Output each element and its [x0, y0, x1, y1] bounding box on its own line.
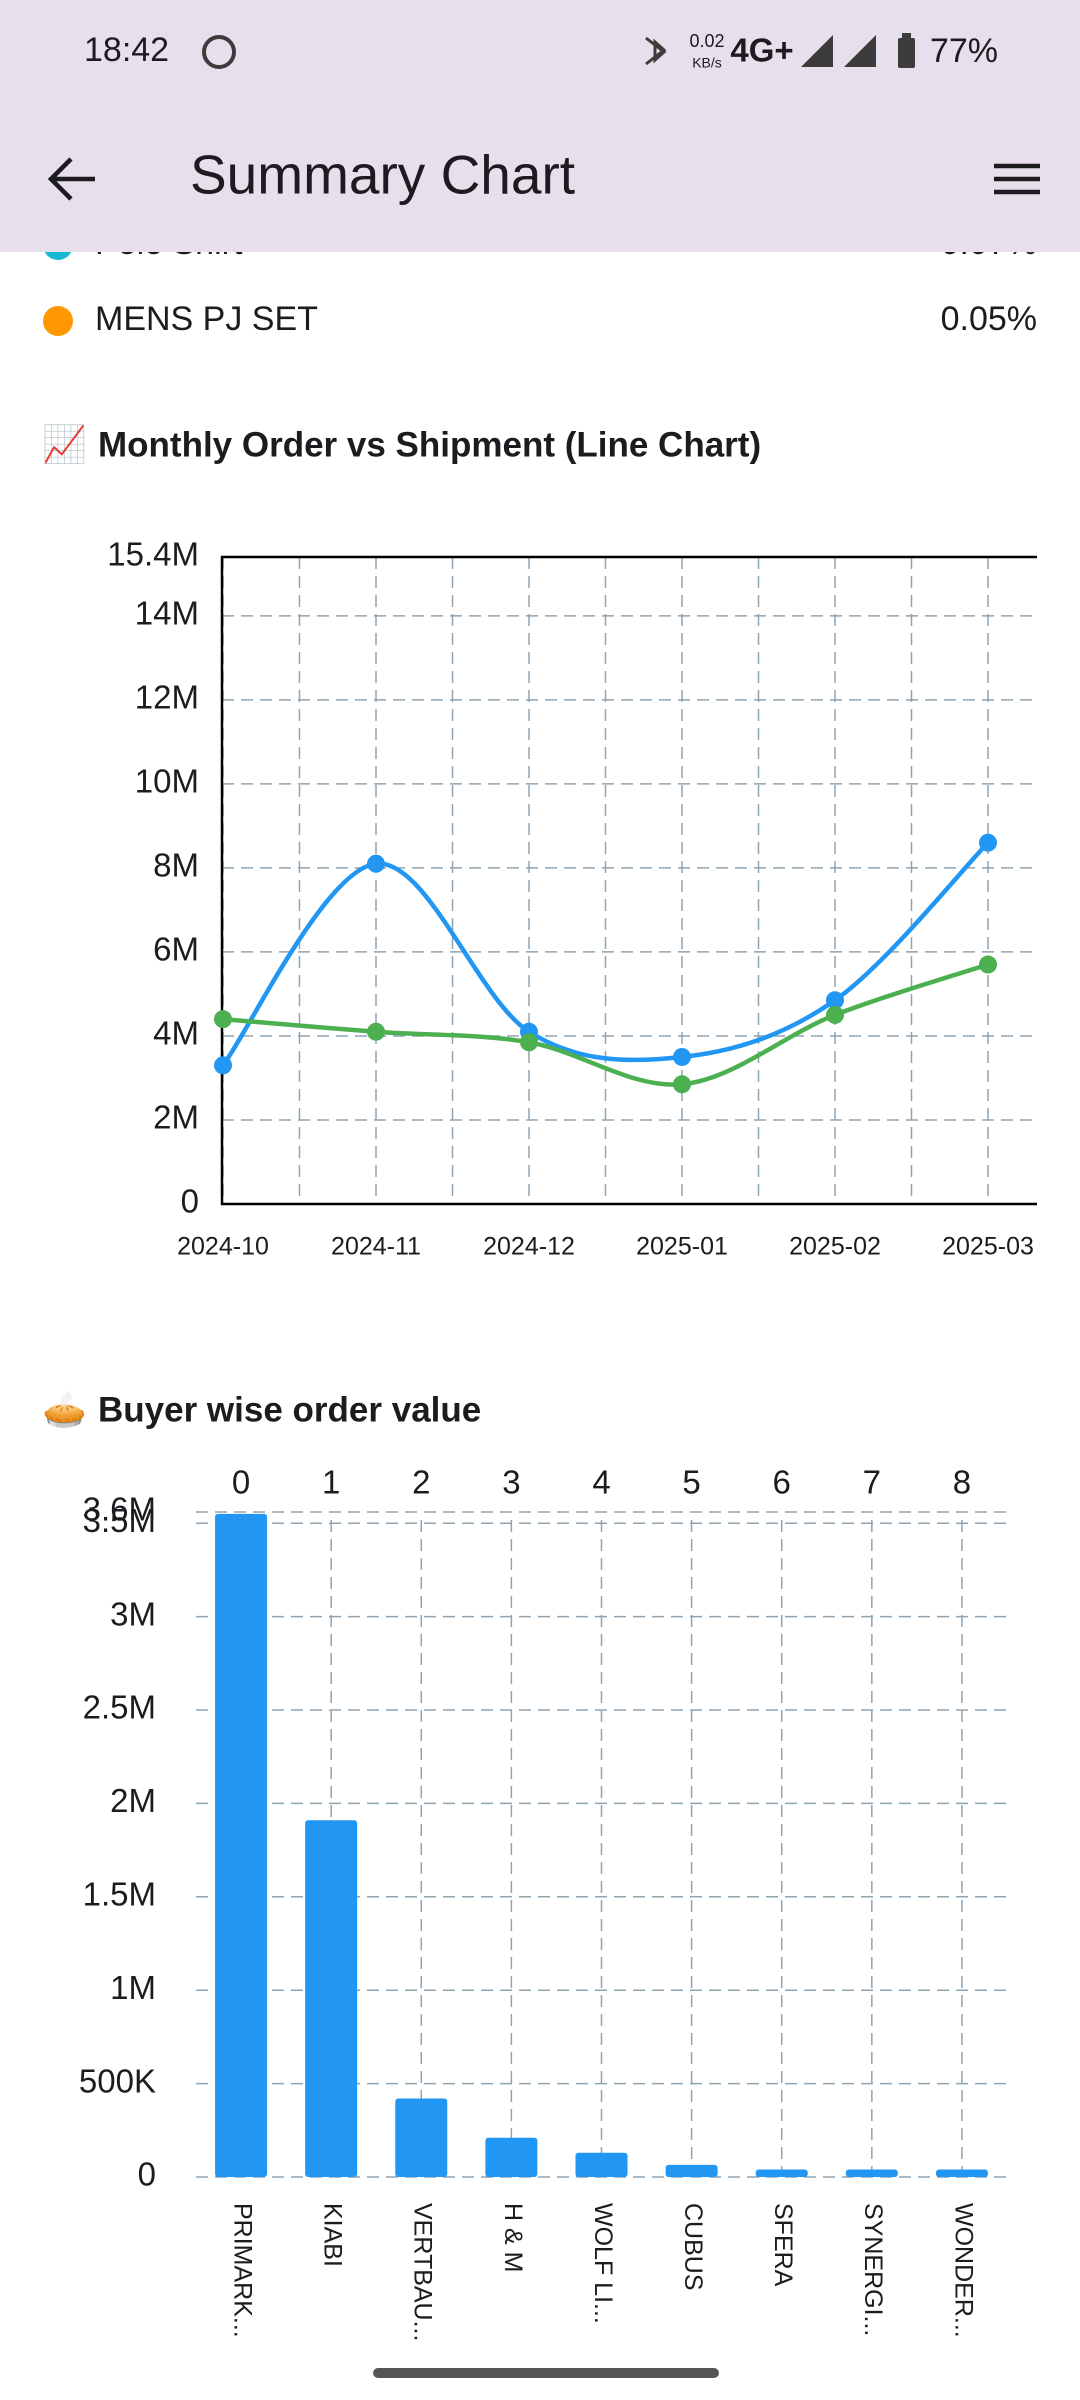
nav-handle [373, 2368, 719, 2378]
x-tick-label: 2024-12 [483, 1233, 575, 1261]
y-tick-label: 2M [153, 1099, 199, 1136]
y-tick-label: 0 [138, 2156, 156, 2193]
top-bars: 18:42 0.02 KB/s 4G+ 77% Summary Chart [0, 0, 1080, 252]
x-tick-label: WOLF LI... [589, 2203, 617, 2324]
y-tick-label: 3.5M [83, 1502, 156, 1539]
y-tick-label: 1.5M [83, 1876, 156, 1913]
data-point [673, 1047, 691, 1066]
data-point [826, 991, 844, 1010]
x-tick-label: 2024-10 [177, 1233, 269, 1261]
y-tick-label: 0 [181, 1183, 199, 1220]
net-unit: KB/s [692, 55, 722, 71]
x-tick-label: SFERA [769, 2203, 797, 2287]
data-point [979, 955, 997, 974]
top-tick-label: 1 [322, 1464, 340, 1501]
data-point [367, 854, 385, 873]
bar [395, 2098, 448, 2177]
battery-icon [898, 38, 915, 68]
x-tick-label: 2025-02 [789, 1233, 881, 1261]
section-title: Monthly Order vs Shipment (Line Chart) [98, 425, 761, 464]
y-tick-label: 500K [79, 2062, 156, 2099]
data-point [826, 1005, 844, 1024]
y-tick-label: 8M [153, 847, 199, 884]
section-title: Buyer wise order value [98, 1390, 481, 1429]
status-icon [202, 35, 236, 69]
signal-icon [801, 35, 833, 67]
bar [755, 2169, 808, 2177]
signal-icon [844, 35, 876, 67]
data-point [214, 1056, 232, 1075]
net-speed: 0.02 [689, 31, 724, 51]
bar [305, 1820, 358, 2177]
plot-frame [220, 555, 1037, 1206]
top-tick-label: 5 [682, 1464, 700, 1501]
y-tick-label: 15.4M [107, 536, 199, 573]
x-tick-label: 2024-11 [331, 1233, 421, 1261]
y-tick-label: 12M [135, 679, 199, 716]
bar [845, 2169, 898, 2177]
bar [665, 2164, 718, 2177]
data-point [214, 1010, 232, 1029]
content: Polo Shirt0.07%MENS PJ SET0.05%📈Monthly … [42, 224, 1037, 2341]
bluetooth-icon [645, 36, 667, 66]
y-tick-label: 14M [135, 595, 199, 632]
x-tick-label: WONDER... [949, 2203, 977, 2338]
section-icon: 📈 [42, 424, 87, 465]
legend-value: 0.05% [941, 300, 1037, 338]
y-tick-label: 6M [153, 931, 199, 968]
top-tick-label: 4 [592, 1464, 610, 1501]
app-title: Summary Chart [190, 144, 575, 206]
network-type: 4G+ [730, 32, 793, 69]
top-tick-label: 8 [953, 1464, 971, 1501]
menu-button[interactable] [994, 163, 1040, 195]
y-tick-label: 2.5M [83, 1689, 156, 1726]
y-tick-label: 3.6M [83, 1491, 156, 1528]
x-tick-label: 2025-01 [636, 1233, 728, 1261]
y-tick-label: 3M [110, 1595, 156, 1632]
x-tick-label: VERTBAU... [409, 2203, 437, 2341]
top-tick-label: 0 [232, 1464, 250, 1501]
bar [215, 1513, 268, 2177]
y-tick-label: 10M [135, 763, 199, 800]
legend-dot [43, 306, 73, 336]
top-tick-label: 2 [412, 1464, 430, 1501]
y-tick-label: 4M [153, 1015, 199, 1052]
status-time: 18:42 [84, 31, 169, 69]
y-tick-label: 1M [110, 1969, 156, 2006]
x-tick-label: H & M [499, 2203, 527, 2272]
x-tick-label: 2025-03 [942, 1233, 1034, 1261]
top-tick-label: 7 [863, 1464, 881, 1501]
battery-cap [902, 33, 911, 39]
x-tick-label: KIABI [319, 2203, 347, 2267]
data-point [979, 833, 997, 852]
data-point [520, 1033, 538, 1052]
x-tick-label: PRIMARK... [228, 2203, 256, 2338]
data-point [367, 1022, 385, 1041]
top-tick-label: 3 [502, 1464, 520, 1501]
section-icon: 🥧 [42, 1389, 87, 1430]
bar [485, 2137, 538, 2177]
battery-level: 77% [930, 32, 998, 70]
y-tick-label: 2M [110, 1782, 156, 1819]
x-tick-label: SYNERGI... [859, 2203, 887, 2336]
data-point [673, 1075, 691, 1094]
x-tick-label: CUBUS [679, 2203, 707, 2291]
line-series [221, 841, 990, 1067]
line-series [222, 962, 989, 1087]
back-button[interactable] [47, 157, 95, 201]
bar [935, 2169, 988, 2177]
legend-label: MENS PJ SET [95, 300, 318, 338]
bar [575, 2152, 628, 2177]
top-tick-label: 6 [773, 1464, 791, 1501]
